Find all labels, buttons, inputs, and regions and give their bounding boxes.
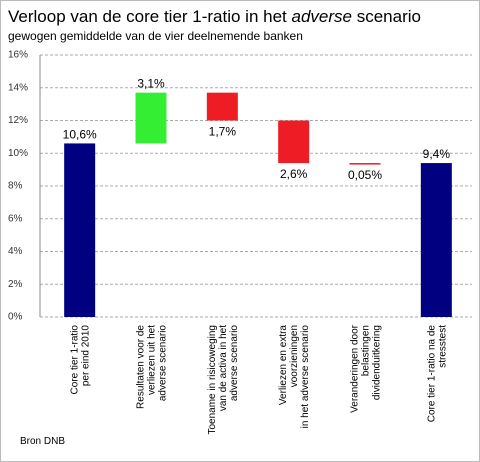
x-tick-label: Verliezen en extra [278,325,289,405]
x-tick-label: per eind 2010 [81,325,92,387]
value-label: 9,4% [423,147,451,161]
x-tick-label-group: Core tier 1-ratio per eind 2010 [70,325,92,395]
x-tick-label-group: Toename in risicoweging van de activa in … [207,325,240,435]
source: Bron DNB [20,436,65,447]
x-tick-label: dividenduitkering [372,325,383,400]
bar [64,143,96,317]
x-tick-label-group: Resultaten voor de verliezen uit het adver… [136,325,169,409]
x-tick-label-group: Veranderingen door belastingen dividenduit… [350,324,383,413]
bar [135,92,167,144]
title-part: scenario [352,7,421,26]
y-tick-label: 10% [8,148,28,159]
value-label: 3,1% [137,77,165,91]
y-tick-label: 4% [8,246,23,257]
x-tick-label: Toename in risicoweging [207,325,218,435]
x-tick-label: Core tier 1-ratio [70,325,81,395]
x-tick-label: voorzieningen [289,325,300,387]
value-label: 2,6% [280,167,308,181]
x-tick-label: Resultaten voor de [136,325,147,409]
value-label: 0,05% [348,168,382,182]
chart-subtitle: gewogen gemiddelde van de vier deelnemen… [8,29,303,43]
x-tick-label: verliezen uit het [147,325,158,395]
bar [349,163,381,165]
y-tick-label: 16% [8,50,28,61]
y-tick-label: 12% [8,115,28,126]
chart-title: Verloop van de core tier 1-ratio in het … [8,7,421,26]
title-part: Verloop van de core tier 1-ratio in het [8,7,292,26]
bar [206,92,238,121]
x-tick-label: in het adverse scenario [300,325,311,429]
value-label: 10,6% [63,127,97,141]
x-tick-label: Veranderingen door [350,324,361,413]
x-tick-label: van de activa in het [218,325,229,411]
y-tick-label: 2% [8,279,23,290]
value-label: 1,7% [209,125,237,139]
x-tick-label: belastingen [361,325,372,376]
x-tick-label-group: Verliezen en extra voorzieningen in het ad… [278,325,311,429]
x-tick-label: stresstest [437,325,448,368]
bar [420,163,452,317]
y-tick-label: 14% [8,82,28,93]
y-tick-label: 8% [8,181,23,192]
y-tick-label: 6% [8,213,23,224]
x-tick-label: adverse scenario [158,325,169,402]
bar [278,120,310,164]
x-tick-label-group: Core tier 1-ratio na de stresstest [426,325,448,423]
title-part: adverse [292,7,352,26]
x-tick-label: adverse scenario [229,325,240,402]
y-tick-label: 0% [8,312,23,323]
x-tick-label: Core tier 1-ratio na de [426,325,437,423]
